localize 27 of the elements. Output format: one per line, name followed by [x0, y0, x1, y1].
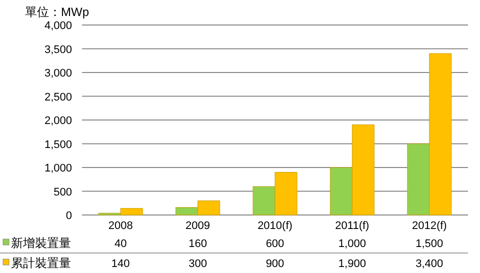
legend-label: 新增裝置量 — [11, 236, 71, 250]
x-tick-label: 2008 — [108, 220, 133, 232]
x-tick-label: 2012(f) — [412, 220, 447, 232]
y-tick-label: 1,000 — [44, 162, 72, 174]
data-label: 1,500 — [416, 238, 444, 250]
y-tick-label: 0 — [66, 210, 72, 222]
data-label: 3,400 — [416, 258, 444, 270]
y-tick-label: 2,000 — [44, 115, 72, 127]
data-label: 140 — [111, 258, 130, 270]
y-tick-label: 3,000 — [44, 68, 72, 80]
y-tick-label: 1,500 — [44, 138, 72, 151]
y-tick-label: 2,500 — [44, 91, 72, 104]
y-tick-label: 500 — [54, 186, 72, 198]
data-label: 300 — [188, 258, 207, 270]
data-label: 160 — [188, 238, 207, 250]
x-tick-label: 2011(f) — [335, 220, 370, 232]
data-label: 900 — [266, 258, 284, 270]
x-tick-label: 2009 — [186, 220, 210, 232]
data-label: 40 — [114, 238, 127, 250]
y-tick-label: 4,000 — [44, 20, 72, 32]
x-tick-label: 2010(f) — [258, 220, 292, 232]
data-label: 600 — [266, 238, 284, 250]
data-label: 1,900 — [338, 258, 366, 270]
y-tick-label: 3,500 — [44, 44, 72, 56]
data-label: 1,000 — [338, 238, 366, 250]
chart-title: 單位：MWp — [25, 5, 90, 19]
legend-label: 累計裝置量 — [11, 256, 71, 270]
